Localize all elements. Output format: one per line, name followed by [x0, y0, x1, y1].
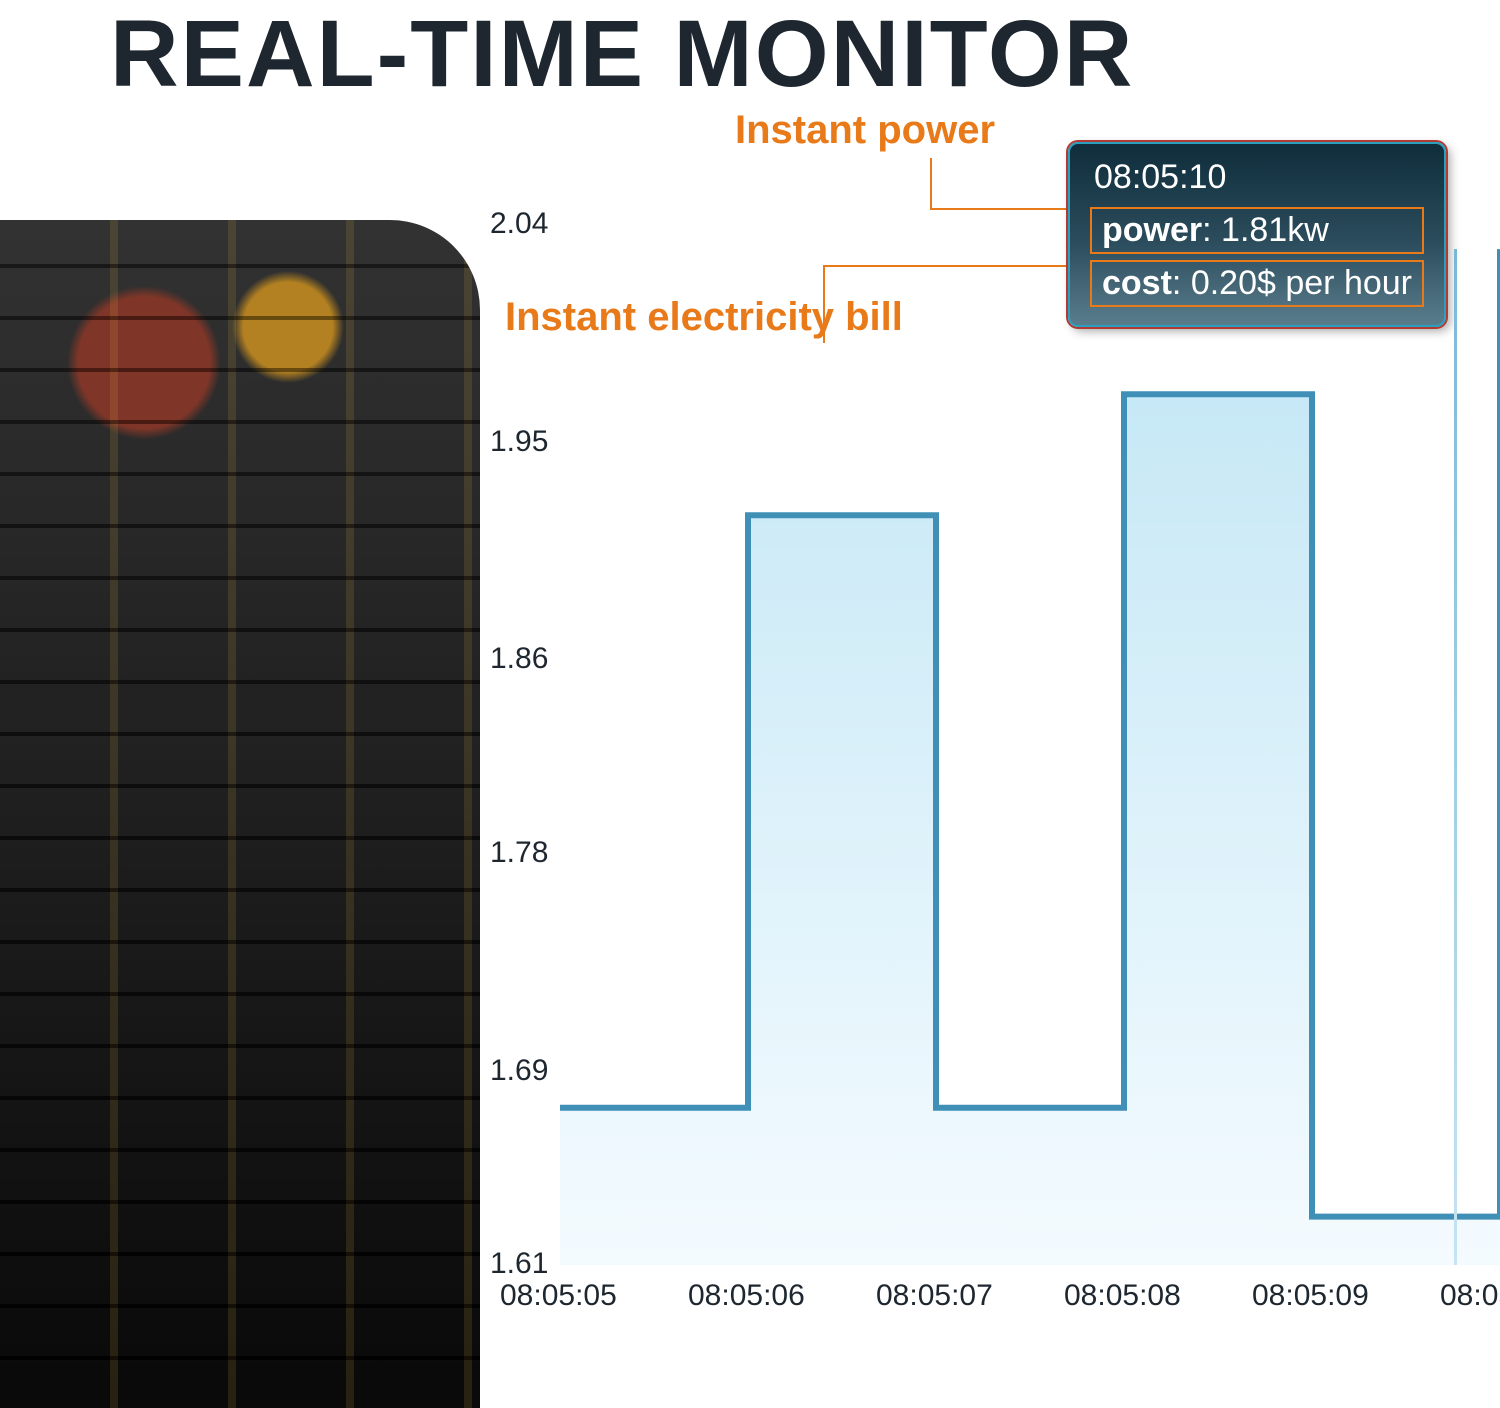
chart-svg: [560, 225, 1500, 1265]
anno-connector: [930, 208, 1070, 210]
x-tick: 08:05:08: [1064, 1279, 1181, 1313]
x-tick: 08:05:10: [1440, 1279, 1500, 1313]
y-tick: 1.95: [490, 425, 548, 459]
tooltip-timestamp: 08:05:10: [1094, 158, 1424, 197]
page-title: REAL-TIME MONITOR: [110, 0, 1134, 109]
y-tick: 2.04: [490, 207, 548, 241]
x-tick: 08:05:05: [500, 1279, 617, 1313]
y-tick: 1.78: [490, 836, 548, 870]
electrical-panel-photo: [0, 220, 480, 1408]
anno-connector: [930, 158, 932, 208]
power-chart: 1.611.691.781.861.952.0408:05:0508:05:06…: [560, 225, 1500, 1265]
y-tick: 1.61: [490, 1247, 548, 1281]
x-tick: 08:05:06: [688, 1279, 805, 1313]
y-tick: 1.69: [490, 1054, 548, 1088]
x-tick: 08:05:09: [1252, 1279, 1369, 1313]
y-tick: 1.86: [490, 642, 548, 676]
x-tick: 08:05:07: [876, 1279, 993, 1313]
anno-instant-power: Instant power: [735, 108, 995, 153]
chart-cursor-line: [1454, 249, 1457, 1265]
